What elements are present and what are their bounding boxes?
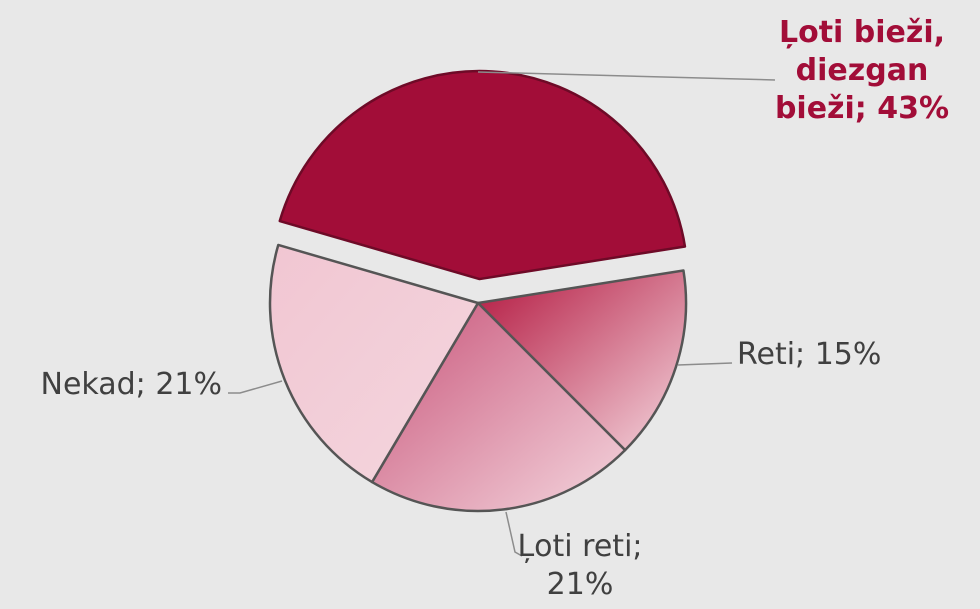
data-label: Reti; 15%: [737, 337, 882, 372]
data-label: Ļoti reti; 21%: [517, 529, 643, 602]
leader-line: [477, 71, 776, 81]
data-label: Ļoti bieži, diezgan bieži; 43%: [774, 15, 950, 126]
pie-slice: [476, 269, 688, 452]
pie-slice: [370, 301, 627, 513]
leader-line: [505, 511, 523, 557]
leader-line: [677, 362, 733, 366]
pie: [268, 69, 688, 513]
data-label: Nekad; 21%: [40, 367, 223, 402]
pie-slice: [278, 69, 687, 281]
pie-slice: [268, 243, 480, 484]
leader-line: [228, 380, 283, 394]
